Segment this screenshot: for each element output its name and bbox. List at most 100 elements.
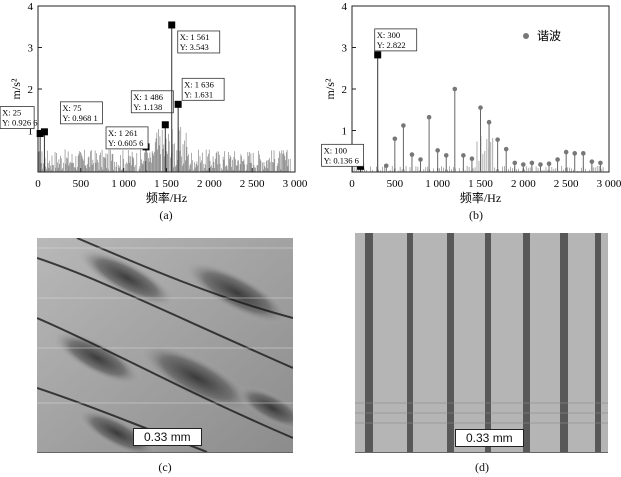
- x-tick-label: 1 000: [425, 178, 450, 190]
- harmonic-point: [418, 157, 423, 162]
- scale-bar-d: 0.33 mm: [455, 429, 524, 447]
- harmonic-point: [435, 148, 440, 153]
- harmonic-point: [589, 159, 595, 164]
- datatip-y: Y: 3.543: [180, 42, 209, 52]
- x-tick-label: 2 000: [197, 178, 222, 190]
- datatip-box: [321, 143, 364, 167]
- y-tick-label: 4: [342, 1, 348, 13]
- spectrum-b-svg: 0 500 1 000 1 500 2 000 2 500 3 000 1 2 3 4 频率/Hz m/…: [321, 1, 621, 205]
- harmonic-point: [392, 136, 398, 142]
- datatip-y: Y: 2.822: [377, 40, 406, 50]
- harmonic-point: [461, 153, 466, 158]
- scale-bar-c: 0.33 mm: [133, 428, 202, 446]
- legend-label: 谐波: [537, 29, 561, 43]
- datatip-box: [60, 101, 103, 125]
- spectrum-a-svg: 0 500 1 000 1 500 2 000 2 500 3 000 1 2 3 4 频率/Hz m/…: [0, 1, 308, 205]
- x-tick-label: 1 500: [468, 178, 493, 190]
- x-tick-label: 500: [73, 178, 90, 190]
- harmonic-point: [495, 137, 500, 142]
- datatip-marker: [161, 121, 169, 129]
- datatip-y: Y: 1.631: [184, 89, 213, 99]
- plot-frame: [37, 5, 296, 173]
- x-tick-label: 0: [35, 178, 41, 190]
- y-tick-label: 2: [28, 84, 34, 96]
- y-tick-label: 1: [28, 126, 34, 138]
- surface-texture-c: [37, 238, 293, 452]
- caption-c: (c): [158, 460, 172, 474]
- harmonic-point: [409, 152, 415, 157]
- datatip-x: X: 1 561: [180, 32, 210, 42]
- surface-texture-d: [355, 233, 608, 452]
- x-tick-label: 0: [349, 178, 355, 190]
- spectrum-chart-b: 0 500 1 000 1 500 2 000 2 500 3 000 1 2 3 4 频率/Hz m/…: [310, 0, 621, 228]
- datatip-y: Y: 1.138: [133, 102, 162, 112]
- harmonic-point: [581, 151, 586, 156]
- caption-a: (a): [159, 208, 173, 222]
- harmonic-point: [486, 119, 492, 125]
- harmonic-point: [469, 156, 475, 162]
- spectrum-chart-a: 0 500 1 000 1 500 2 000 2 500 3 000 1 2 3 4 频率/Hz m/…: [0, 0, 310, 228]
- datatip-x: X: 1 261: [108, 128, 138, 138]
- harmonic-point: [426, 114, 432, 120]
- harmonic-point: [521, 162, 526, 167]
- x-axis-label: 频率/Hz: [460, 190, 501, 205]
- spectrum-noise: [38, 127, 291, 172]
- datatip-x: X: 25: [2, 108, 21, 118]
- harmonic-point: [401, 123, 406, 128]
- harmonic-point: [529, 160, 535, 166]
- harmonic-point: [546, 161, 552, 166]
- harmonic-point: [383, 163, 389, 169]
- datatip-box: [0, 106, 35, 129]
- datatip-marker: [374, 51, 382, 59]
- x-tick-label: 2 500: [554, 178, 579, 190]
- datatip-x: X: 1 636: [184, 79, 214, 89]
- y-tick-label: 2: [342, 84, 348, 96]
- x-tick-label: 3 000: [597, 178, 621, 190]
- datatip-y: Y: 0.136 6: [324, 155, 359, 165]
- harmonic-point: [572, 151, 578, 156]
- x-tick-label: 1 000: [111, 178, 136, 190]
- datatip-box: [130, 90, 174, 114]
- datatip-marker: [168, 21, 176, 29]
- x-axis-label: 频率/Hz: [146, 190, 187, 205]
- datatip-x: X: 1 486: [133, 92, 163, 102]
- datatip-box: [177, 30, 221, 54]
- harmonic-point: [478, 105, 483, 110]
- harmonic-point: [538, 162, 543, 167]
- datatip-x: X: 100: [324, 145, 347, 155]
- x-tick-label: 3 000: [283, 178, 308, 190]
- y-tick-label: 3: [28, 43, 34, 55]
- surface-image-d: 0.33 mm: [355, 233, 608, 453]
- datatip-box: [374, 28, 418, 52]
- y-tick-label: 1: [342, 126, 348, 138]
- datatip-marker: [40, 128, 48, 136]
- harmonic-point: [512, 160, 518, 166]
- datatip-x: X: 300: [377, 30, 400, 40]
- harmonic-point: [503, 146, 509, 152]
- x-tick-label: 500: [387, 178, 404, 190]
- legend-marker: [523, 33, 529, 39]
- y-tick-label: 4: [28, 1, 34, 13]
- y-axis-label: m/s²: [323, 78, 337, 99]
- datatip-marker: [36, 130, 44, 138]
- harmonic-point: [598, 160, 603, 166]
- y-tick-label: 3: [342, 43, 348, 55]
- x-tick-label: 2 000: [511, 178, 536, 190]
- x-tick-label: 1 500: [154, 178, 179, 190]
- datatip-marker: [174, 100, 182, 108]
- surface-image-c: 0.33 mm: [37, 238, 293, 453]
- harmonic-point: [443, 153, 449, 158]
- caption-b: (b): [469, 208, 483, 222]
- y-axis-label: m/s²: [9, 78, 23, 99]
- datatip-box: [105, 126, 149, 150]
- datatip-y: Y: 0.968 1: [62, 113, 97, 123]
- x-tick-label: 2 500: [240, 178, 265, 190]
- harmonic-point: [555, 157, 560, 162]
- caption-d: (d): [475, 460, 489, 474]
- datatip-box: [181, 77, 225, 101]
- harmonic-point: [563, 149, 569, 155]
- datatip-x: X: 75: [62, 103, 81, 113]
- datatip-y: Y: 0.605 6: [108, 138, 143, 148]
- harmonic-point: [452, 86, 458, 92]
- datatip-y: Y: 0.926 6: [2, 118, 37, 128]
